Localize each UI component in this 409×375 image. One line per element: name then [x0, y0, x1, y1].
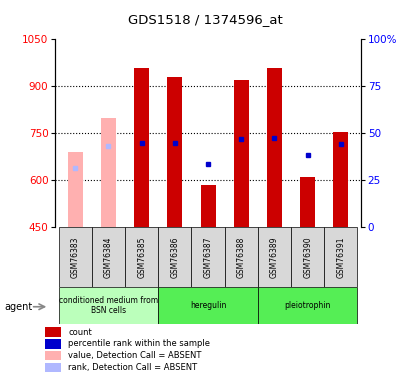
- FancyBboxPatch shape: [290, 227, 324, 287]
- Text: GSM76391: GSM76391: [335, 236, 344, 278]
- Text: GSM76388: GSM76388: [236, 236, 245, 278]
- Bar: [200, 185, 215, 227]
- Text: GSM76385: GSM76385: [137, 236, 146, 278]
- FancyBboxPatch shape: [257, 287, 357, 324]
- FancyBboxPatch shape: [58, 227, 92, 287]
- Text: rank, Detection Call = ABSENT: rank, Detection Call = ABSENT: [68, 363, 197, 372]
- Text: GDS1518 / 1374596_at: GDS1518 / 1374596_at: [127, 13, 282, 26]
- Bar: [233, 80, 248, 227]
- Text: GSM76389: GSM76389: [269, 236, 278, 278]
- FancyBboxPatch shape: [257, 227, 290, 287]
- Bar: [299, 177, 315, 227]
- Text: value, Detection Call = ABSENT: value, Detection Call = ABSENT: [68, 351, 201, 360]
- Bar: [167, 77, 182, 227]
- Text: GSM76386: GSM76386: [170, 236, 179, 278]
- Bar: [266, 68, 281, 227]
- Text: agent: agent: [4, 302, 32, 312]
- Text: GSM76383: GSM76383: [71, 236, 80, 278]
- Text: conditioned medium from
BSN cells: conditioned medium from BSN cells: [59, 296, 157, 315]
- Text: pleiotrophin: pleiotrophin: [284, 301, 330, 310]
- Bar: [101, 117, 116, 227]
- Bar: [45, 327, 61, 337]
- Text: count: count: [68, 328, 92, 337]
- FancyBboxPatch shape: [324, 227, 357, 287]
- Bar: [45, 351, 61, 360]
- Text: GSM76387: GSM76387: [203, 236, 212, 278]
- FancyBboxPatch shape: [92, 227, 125, 287]
- FancyBboxPatch shape: [125, 227, 158, 287]
- Text: GSM76384: GSM76384: [104, 236, 113, 278]
- Bar: [67, 152, 83, 227]
- Bar: [333, 132, 348, 227]
- Bar: [134, 68, 149, 227]
- Text: percentile rank within the sample: percentile rank within the sample: [68, 339, 209, 348]
- FancyBboxPatch shape: [58, 287, 158, 324]
- Bar: [45, 339, 61, 348]
- Text: GSM76390: GSM76390: [302, 236, 311, 278]
- FancyBboxPatch shape: [224, 227, 257, 287]
- FancyBboxPatch shape: [191, 227, 224, 287]
- Bar: [45, 363, 61, 372]
- Text: heregulin: heregulin: [189, 301, 226, 310]
- FancyBboxPatch shape: [158, 227, 191, 287]
- FancyBboxPatch shape: [158, 287, 257, 324]
